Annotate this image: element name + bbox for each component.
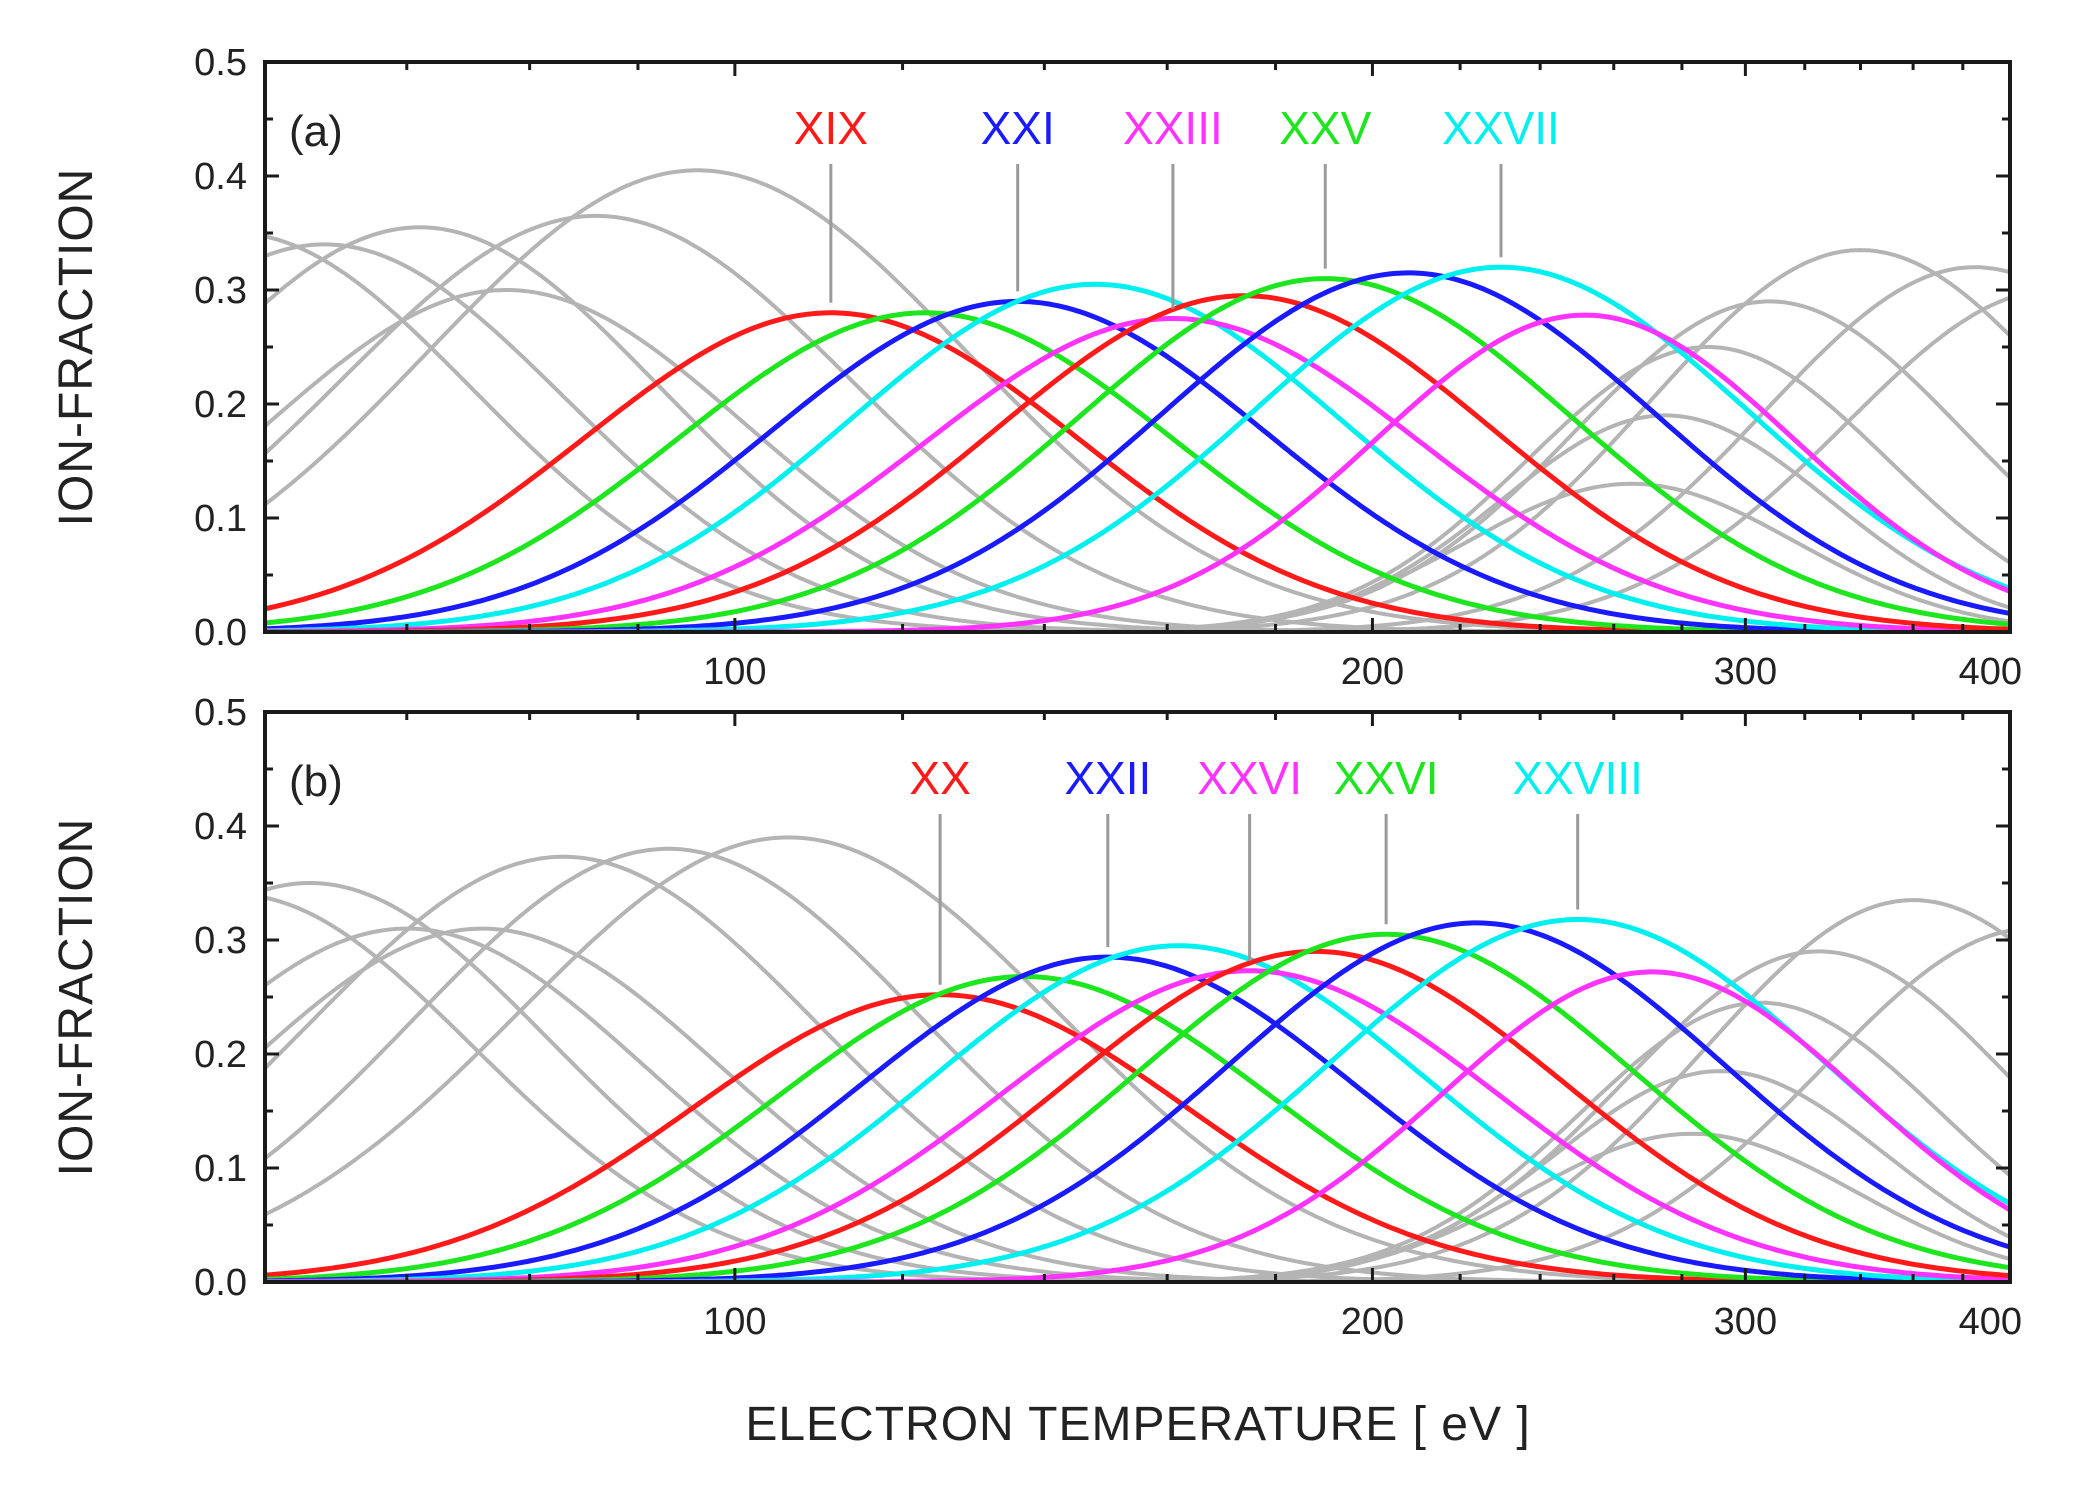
series-line-xx <box>265 992 2010 1282</box>
series-line-xxii <box>265 954 2010 1282</box>
series-line-background-5 <box>265 168 2010 632</box>
x-tick-label: 100 <box>703 651 766 693</box>
x-tick-label: 300 <box>1714 1301 1777 1343</box>
y-tick-label: 0.1 <box>194 1148 247 1190</box>
panel-a: XIX XXI XXIII XXV XXVII 0.0 0.1 0.2 0.3 0.4 0.5 100… <box>50 42 2022 693</box>
y-tick-label: 0.4 <box>194 156 247 198</box>
series-line-background-12 <box>265 928 2010 1282</box>
ion-label-xxiii: XXIII <box>1123 102 1223 154</box>
y-tick-label: 0.5 <box>194 692 247 734</box>
panel-b: XX XXII XXVI XXVI XXVIII 0.0 0.1 0.2 0.3 0.4 0.5 10… <box>50 692 2022 1343</box>
ion-label-xxvi: XXVI <box>1334 752 1439 804</box>
series-line-background-11 <box>265 265 2010 632</box>
ion-label-xxvi: XXVI <box>1197 752 1302 804</box>
y-axis-title: ION-FRACTION <box>50 818 103 1177</box>
ion-label-xxi: XXI <box>981 102 1055 154</box>
x-tick-label: 300 <box>1714 651 1777 693</box>
series-line-xxvi <box>265 968 2010 1282</box>
series-line-unlabeled-9 <box>265 312 2010 632</box>
curves <box>265 168 2010 632</box>
y-tick-label: 0.3 <box>194 920 247 962</box>
y-tick-label: 0.5 <box>194 42 247 84</box>
y-tick-label: 0.3 <box>194 270 247 312</box>
ion-label-xxii: XXII <box>1064 752 1151 804</box>
series-line-background-5 <box>265 846 2010 1282</box>
x-tick-label: 200 <box>1341 651 1404 693</box>
series-line-unlabeled-1 <box>265 974 2010 1282</box>
series-line-xxvii <box>265 264 2010 632</box>
y-tick-label: 0.2 <box>194 384 247 426</box>
series-line-background-4 <box>265 213 2010 632</box>
y-tick-label: 0.0 <box>194 612 247 654</box>
y-tick-label: 0.4 <box>194 806 247 848</box>
ion-label-xxvii: XXVII <box>1442 102 1560 154</box>
series-line-xxiii <box>265 316 2010 632</box>
series-line-background-12 <box>265 295 2010 632</box>
x-tick-label: 400 <box>1959 651 2022 693</box>
series-line-background-4 <box>265 854 2010 1282</box>
x-axis-title: ELECTRON TEMPERATURE [ eV ] <box>745 1398 1530 1451</box>
series-line-unlabeled-3 <box>265 281 2010 632</box>
x-tick-label: 200 <box>1341 1301 1404 1343</box>
series-line-unlabeled-3 <box>265 943 2010 1282</box>
series-line-xxi <box>265 298 2010 632</box>
y-tick-label: 0.1 <box>194 498 247 540</box>
series-line-background-3 <box>265 926 2010 1282</box>
panel-label: (b) <box>289 757 343 806</box>
ion-label-xxviii: XXVIII <box>1512 752 1642 804</box>
ion-label-xix: XIX <box>794 102 868 154</box>
ion-label-xx: XX <box>909 752 970 804</box>
series-line-background-2 <box>265 225 2010 632</box>
y-tick-label: 0.0 <box>194 1262 247 1304</box>
y-axis-title: ION-FRACTION <box>50 168 103 527</box>
curves <box>265 835 2010 1282</box>
series-line-unlabeled-9 <box>265 969 2010 1282</box>
panel-label: (a) <box>289 107 343 156</box>
ion-label-xxv: XXV <box>1279 102 1371 154</box>
x-tick-label: 100 <box>703 1301 766 1343</box>
x-tick-label: 400 <box>1959 1301 2022 1343</box>
y-tick-label: 0.2 <box>194 1034 247 1076</box>
